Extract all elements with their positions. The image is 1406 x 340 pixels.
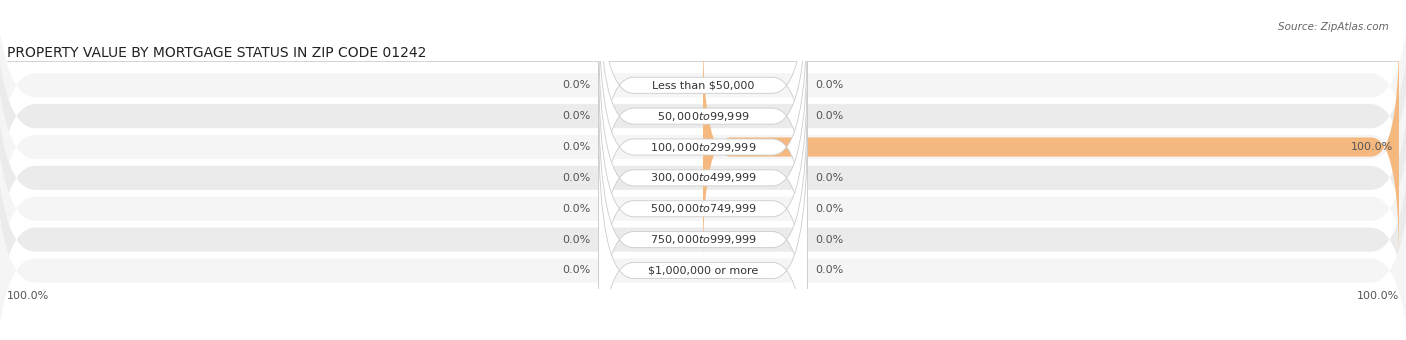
FancyBboxPatch shape xyxy=(599,124,807,340)
FancyBboxPatch shape xyxy=(599,63,807,340)
Text: PROPERTY VALUE BY MORTGAGE STATUS IN ZIP CODE 01242: PROPERTY VALUE BY MORTGAGE STATUS IN ZIP… xyxy=(7,46,426,60)
Text: $100,000 to $299,999: $100,000 to $299,999 xyxy=(650,140,756,154)
Text: 0.0%: 0.0% xyxy=(815,111,844,121)
FancyBboxPatch shape xyxy=(0,66,1406,340)
Text: $300,000 to $499,999: $300,000 to $499,999 xyxy=(650,171,756,184)
Text: 0.0%: 0.0% xyxy=(562,173,591,183)
FancyBboxPatch shape xyxy=(599,0,807,262)
Text: 0.0%: 0.0% xyxy=(815,80,844,90)
FancyBboxPatch shape xyxy=(703,33,1399,261)
FancyBboxPatch shape xyxy=(0,0,1406,289)
Text: $750,000 to $999,999: $750,000 to $999,999 xyxy=(650,233,756,246)
Text: $1,000,000 or more: $1,000,000 or more xyxy=(648,266,758,275)
FancyBboxPatch shape xyxy=(599,0,807,232)
Text: 0.0%: 0.0% xyxy=(562,142,591,152)
Text: $50,000 to $99,999: $50,000 to $99,999 xyxy=(657,109,749,123)
Text: 0.0%: 0.0% xyxy=(815,173,844,183)
Text: 0.0%: 0.0% xyxy=(815,204,844,214)
Text: Less than $50,000: Less than $50,000 xyxy=(652,80,754,90)
Text: 100.0%: 100.0% xyxy=(1357,291,1399,301)
Text: 0.0%: 0.0% xyxy=(815,235,844,244)
Text: 100.0%: 100.0% xyxy=(7,291,49,301)
FancyBboxPatch shape xyxy=(599,32,807,324)
FancyBboxPatch shape xyxy=(0,0,1406,320)
FancyBboxPatch shape xyxy=(0,97,1406,340)
Text: 0.0%: 0.0% xyxy=(562,111,591,121)
Text: 0.0%: 0.0% xyxy=(562,266,591,275)
FancyBboxPatch shape xyxy=(599,1,807,293)
Text: 0.0%: 0.0% xyxy=(562,80,591,90)
FancyBboxPatch shape xyxy=(0,5,1406,340)
FancyBboxPatch shape xyxy=(599,93,807,340)
Text: 100.0%: 100.0% xyxy=(1351,142,1393,152)
Text: 0.0%: 0.0% xyxy=(815,266,844,275)
Text: Source: ZipAtlas.com: Source: ZipAtlas.com xyxy=(1278,22,1389,32)
FancyBboxPatch shape xyxy=(0,36,1406,340)
Text: 0.0%: 0.0% xyxy=(562,204,591,214)
Text: 0.0%: 0.0% xyxy=(562,235,591,244)
FancyBboxPatch shape xyxy=(0,0,1406,258)
Text: $500,000 to $749,999: $500,000 to $749,999 xyxy=(650,202,756,215)
